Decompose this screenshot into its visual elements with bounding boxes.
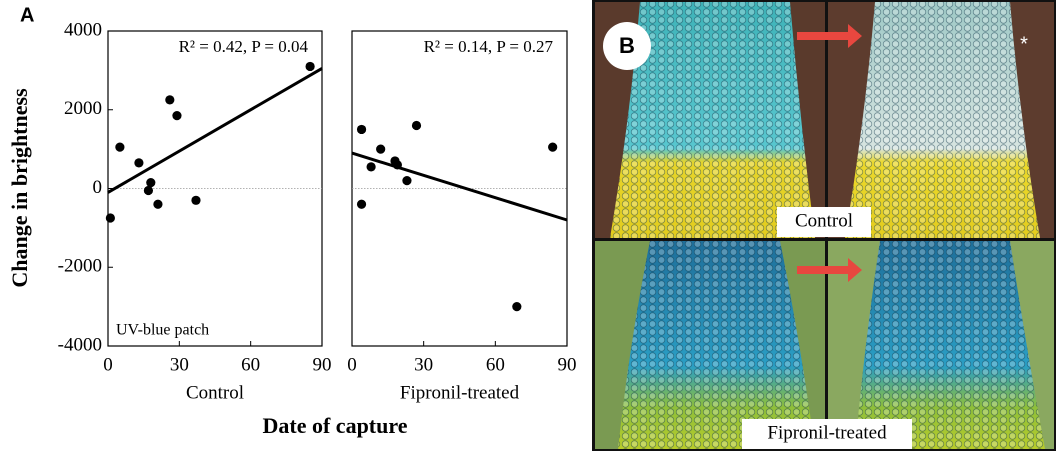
x-tick-label: 30 bbox=[414, 354, 433, 375]
x-axis-title: Date of capture bbox=[263, 413, 408, 438]
arrow bbox=[797, 24, 862, 48]
y-tick-label: 0 bbox=[93, 177, 103, 198]
y-tick-label: 2000 bbox=[64, 98, 102, 119]
data-point bbox=[115, 142, 125, 152]
scale-texture bbox=[855, 241, 1045, 449]
x-tick-label: 90 bbox=[313, 354, 332, 375]
data-point bbox=[356, 199, 367, 209]
annotation: R² = 0.42, P = 0.04 bbox=[179, 37, 309, 56]
data-point bbox=[356, 124, 367, 135]
x-tick-label: 60 bbox=[241, 354, 260, 375]
scale-texture bbox=[845, 2, 1040, 238]
plot-frame bbox=[107, 30, 323, 347]
x-tick-label: 60 bbox=[486, 354, 505, 375]
data-point bbox=[402, 176, 412, 186]
data-point bbox=[172, 111, 182, 121]
data-point bbox=[143, 185, 154, 196]
asterisk: * bbox=[1020, 33, 1028, 55]
data-point bbox=[134, 158, 144, 168]
data-point bbox=[366, 162, 376, 172]
y-axis-title: Change in brightness bbox=[7, 88, 32, 288]
x-tick-label: 30 bbox=[170, 354, 189, 375]
caption: Fipronil-treated bbox=[767, 422, 887, 443]
x-tick-label: 90 bbox=[558, 354, 577, 375]
data-point bbox=[305, 61, 315, 72]
x-axis-label: Control bbox=[186, 382, 244, 403]
photo-panel: B * Control Fipronil-treated bbox=[592, 0, 1056, 451]
caption-box bbox=[777, 207, 871, 237]
label-badge bbox=[603, 22, 651, 70]
y-tick-label: -2000 bbox=[58, 256, 102, 277]
data-point bbox=[512, 302, 522, 312]
data-point bbox=[146, 177, 156, 188]
x-tick-label: 0 bbox=[347, 354, 357, 375]
trendline bbox=[107, 67, 323, 194]
plot-frame bbox=[351, 30, 568, 347]
y-tick-label: -4000 bbox=[58, 334, 102, 355]
inset-label: UV-blue patch bbox=[116, 322, 209, 339]
panel-label: A bbox=[20, 4, 34, 26]
data-point bbox=[411, 120, 422, 131]
data-point bbox=[191, 195, 201, 205]
data-point bbox=[376, 144, 386, 154]
data-point bbox=[105, 213, 115, 223]
scale-texture bbox=[610, 2, 815, 238]
data-point bbox=[392, 160, 402, 170]
scale-texture bbox=[618, 241, 815, 449]
panel-label: B bbox=[619, 33, 635, 58]
data-point bbox=[153, 199, 163, 209]
x-axis-label: Fipronil-treated bbox=[400, 382, 520, 403]
data-point bbox=[548, 142, 558, 152]
caption: Control bbox=[795, 210, 853, 231]
arrow bbox=[797, 258, 862, 282]
caption-box bbox=[742, 419, 912, 449]
annotation: R² = 0.14, P = 0.27 bbox=[424, 37, 554, 56]
x-tick-label: 0 bbox=[103, 354, 113, 375]
trendline bbox=[351, 151, 568, 222]
y-tick-label: 4000 bbox=[64, 19, 102, 40]
data-point bbox=[165, 95, 175, 105]
